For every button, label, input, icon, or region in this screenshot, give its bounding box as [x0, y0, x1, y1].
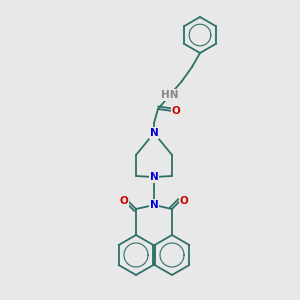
Text: N: N	[150, 200, 158, 210]
Text: O: O	[172, 106, 180, 116]
Text: N: N	[150, 128, 158, 138]
Text: HN: HN	[161, 90, 179, 100]
Text: N: N	[150, 172, 158, 182]
Text: O: O	[120, 196, 128, 206]
Text: O: O	[180, 196, 188, 206]
